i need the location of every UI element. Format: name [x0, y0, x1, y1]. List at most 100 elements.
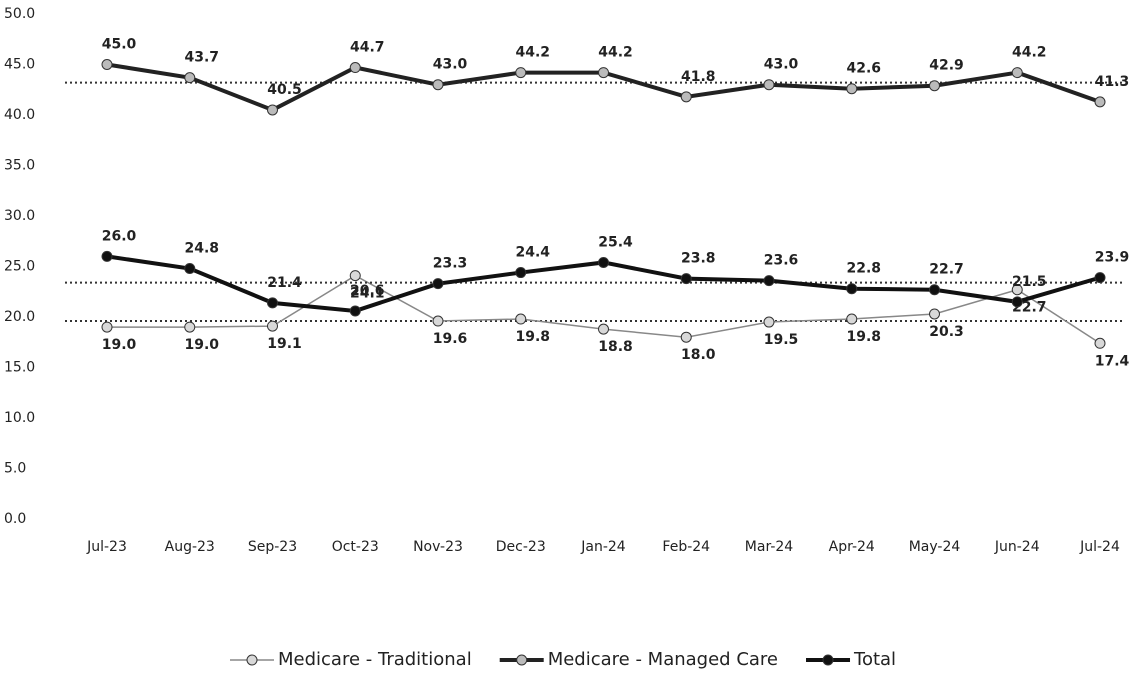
point — [598, 323, 609, 335]
y-tick-label: 40.0 — [4, 107, 35, 123]
point — [680, 331, 692, 343]
value-label: 22.7 — [929, 262, 964, 278]
x-tick-label: Dec-23 — [496, 539, 546, 555]
value-label: 42.6 — [846, 61, 881, 77]
point — [1011, 296, 1023, 308]
value-label: 44.2 — [1012, 45, 1047, 61]
point — [1094, 272, 1106, 284]
y-tick-label: 5.0 — [4, 461, 26, 477]
y-tick-label: 0.0 — [4, 511, 26, 527]
point — [1011, 284, 1023, 296]
point — [763, 275, 775, 287]
point — [101, 250, 113, 262]
value-label: 41.3 — [1095, 74, 1130, 90]
x-tick-label: May-24 — [909, 539, 961, 555]
x-tick-label: Aug-23 — [165, 539, 215, 555]
x-tick-label: Jan-24 — [580, 539, 626, 555]
value-label: 22.8 — [846, 261, 881, 277]
y-tick-label: 30.0 — [4, 208, 35, 224]
point — [101, 59, 113, 70]
value-label: 21.5 — [1012, 274, 1047, 290]
point — [929, 80, 940, 92]
value-label: 19.5 — [764, 332, 799, 348]
value-label: 44.2 — [515, 45, 550, 61]
legend-label: Medicare - Traditional — [278, 649, 472, 670]
point — [101, 321, 113, 333]
value-label: 23.6 — [764, 253, 799, 269]
point — [267, 297, 278, 309]
point — [267, 104, 278, 116]
x-tick-label: Jul-24 — [1079, 539, 1120, 555]
value-label: 40.5 — [267, 82, 302, 98]
value-label: 45.0 — [102, 37, 137, 53]
point — [1094, 337, 1106, 349]
point — [432, 315, 444, 327]
legend-label: Medicare - Managed Care — [548, 649, 778, 670]
point — [349, 62, 361, 74]
point — [515, 67, 527, 79]
value-label: 23.9 — [1095, 250, 1130, 266]
value-label: 19.8 — [846, 329, 881, 345]
point — [846, 313, 858, 325]
x-tick-label: Jun-24 — [994, 539, 1040, 555]
value-label: 18.8 — [598, 339, 633, 355]
value-label: 43.0 — [433, 57, 468, 73]
x-tick-label: Apr-24 — [829, 539, 875, 555]
point — [763, 79, 775, 91]
point — [598, 256, 609, 268]
legend-marker — [822, 654, 834, 666]
point — [846, 283, 858, 295]
point — [1094, 96, 1106, 108]
point — [680, 91, 692, 103]
value-label: 19.8 — [515, 329, 550, 345]
value-label: 23.8 — [681, 251, 716, 267]
x-tick-label: Nov-23 — [413, 539, 463, 555]
y-tick-label: 15.0 — [4, 360, 35, 376]
point — [1011, 67, 1023, 79]
value-label: 17.4 — [1095, 353, 1130, 369]
value-label: 19.6 — [433, 331, 468, 347]
point — [598, 67, 609, 79]
point — [515, 313, 527, 325]
value-label: 24.8 — [184, 241, 219, 257]
point — [184, 321, 196, 333]
value-label: 24.4 — [515, 245, 550, 261]
value-label: 18.0 — [681, 347, 716, 363]
y-tick-label: 45.0 — [4, 57, 35, 73]
x-tick-label: Feb-24 — [662, 539, 710, 555]
x-tick-label: Mar-24 — [745, 539, 793, 555]
point — [349, 270, 361, 282]
value-label: 44.2 — [598, 45, 633, 61]
value-label: 43.0 — [764, 57, 799, 73]
value-label: 44.7 — [350, 40, 385, 56]
y-tick-label: 10.0 — [4, 410, 35, 426]
point — [846, 83, 858, 95]
value-label: 19.0 — [184, 337, 219, 353]
point — [680, 273, 692, 285]
legend-label: Total — [853, 649, 896, 670]
value-label: 19.1 — [267, 336, 302, 352]
point — [349, 305, 361, 317]
value-label: 21.4 — [267, 275, 302, 291]
point — [432, 278, 444, 290]
point — [929, 284, 940, 296]
value-label: 20.6 — [350, 283, 385, 299]
value-label: 23.3 — [433, 256, 468, 272]
x-tick-label: Jul-23 — [86, 539, 127, 555]
legend-marker — [246, 654, 258, 666]
point — [267, 320, 278, 332]
point — [515, 267, 527, 279]
value-label: 24.1 — [350, 286, 385, 302]
point — [929, 308, 940, 320]
value-label: 43.7 — [184, 50, 219, 66]
value-label: 42.9 — [929, 58, 964, 74]
point — [184, 72, 196, 84]
legend-marker — [516, 654, 528, 666]
x-tick-label: Sep-23 — [248, 539, 297, 555]
value-label: 20.3 — [929, 324, 964, 340]
x-tick-label: Oct-23 — [332, 539, 379, 555]
value-label: 25.4 — [598, 234, 633, 250]
y-tick-label: 20.0 — [4, 309, 35, 325]
value-label: 19.0 — [102, 337, 137, 353]
